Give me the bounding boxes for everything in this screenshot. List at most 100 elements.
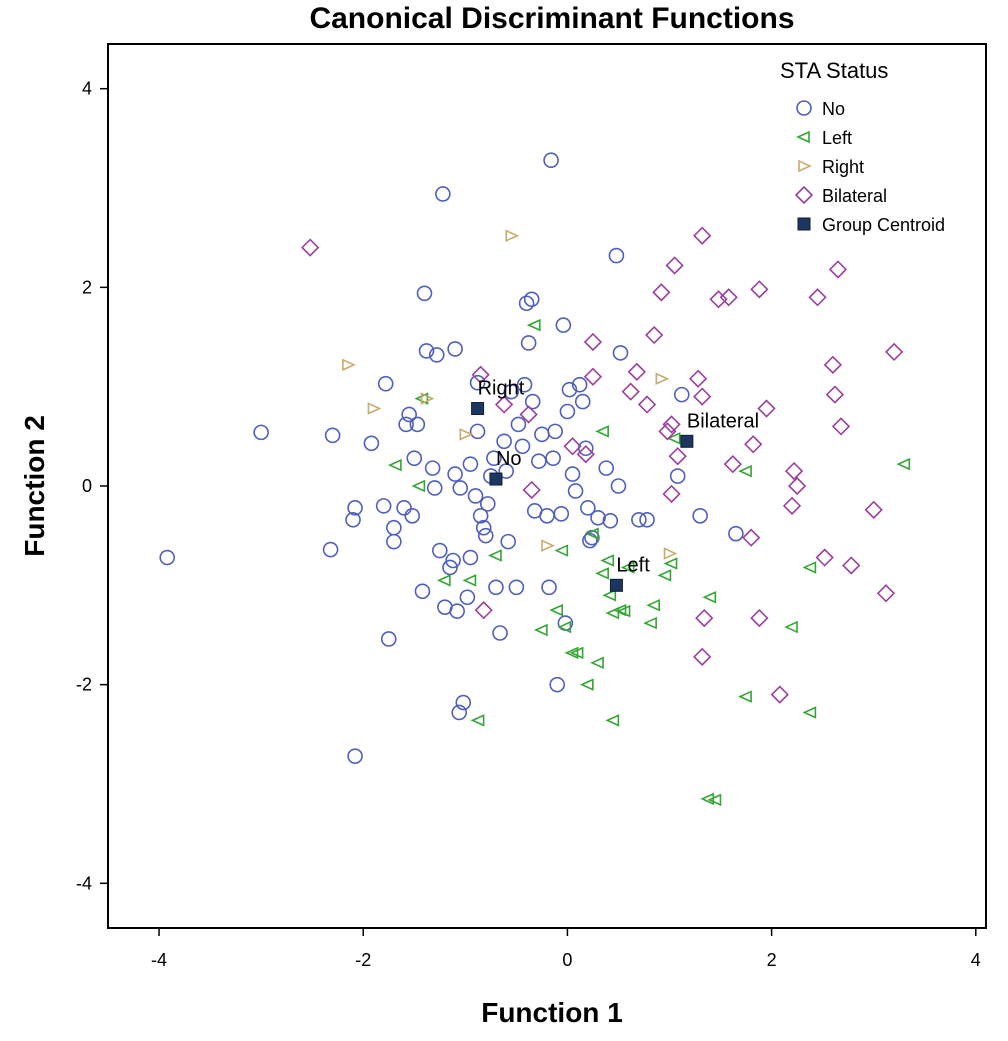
point-no xyxy=(477,527,494,544)
centroid-marker xyxy=(489,472,503,486)
point-bilateral xyxy=(563,437,582,456)
point-left xyxy=(436,574,451,587)
point-bilateral xyxy=(723,455,742,474)
point-no xyxy=(462,549,479,566)
point-no xyxy=(447,341,463,357)
point-bilateral xyxy=(637,395,657,414)
point-bilateral xyxy=(665,256,684,275)
point-no xyxy=(447,466,463,482)
x-tick-label: 4 xyxy=(971,950,981,970)
point-no xyxy=(386,533,402,550)
point-no xyxy=(541,579,557,596)
y-tick-label: -4 xyxy=(76,873,92,893)
point-no xyxy=(253,424,269,441)
point-bilateral xyxy=(471,365,490,384)
plot-frame xyxy=(107,43,987,929)
legend-marker xyxy=(796,100,812,116)
point-no xyxy=(518,295,535,312)
point-bilateral xyxy=(693,226,712,245)
point-left xyxy=(600,554,615,567)
point-left xyxy=(462,574,477,587)
point-no xyxy=(324,427,341,444)
point-left xyxy=(595,425,609,438)
point-bilateral xyxy=(842,556,861,575)
point-no xyxy=(416,285,433,302)
point-bilateral xyxy=(645,325,664,345)
point-no xyxy=(508,579,525,596)
point-bilateral xyxy=(825,385,845,404)
point-no xyxy=(559,403,576,420)
legend-marker xyxy=(794,185,814,205)
point-no xyxy=(555,317,572,333)
point-bilateral xyxy=(876,584,896,603)
point-bilateral xyxy=(522,480,541,500)
point-no xyxy=(673,386,690,403)
point-left xyxy=(590,656,604,670)
point-no xyxy=(561,381,578,398)
point-no xyxy=(639,511,655,528)
point-bilateral xyxy=(742,528,761,547)
point-bilateral xyxy=(823,355,842,374)
point-no xyxy=(451,704,468,721)
point-bilateral xyxy=(815,548,834,567)
point-no xyxy=(498,463,514,479)
y-tick-label: 2 xyxy=(82,277,92,297)
point-no xyxy=(406,450,423,466)
point-right xyxy=(420,392,435,405)
centroid-label: Right xyxy=(478,378,525,400)
point-no xyxy=(669,468,686,484)
point-no xyxy=(545,450,561,466)
point-right xyxy=(459,428,474,441)
point-left xyxy=(387,458,402,472)
point-left xyxy=(707,793,722,807)
point-left xyxy=(643,616,657,630)
point-bilateral xyxy=(688,369,708,388)
legend-label: Left xyxy=(822,128,852,148)
point-bilateral xyxy=(709,290,728,309)
legend: STA Status No Left Right Bilateral Group Cen… xyxy=(780,58,945,235)
point-no xyxy=(418,343,435,359)
point-bilateral xyxy=(695,608,714,628)
point-left xyxy=(646,598,660,612)
point-no xyxy=(582,532,598,549)
point-no xyxy=(549,676,566,693)
point-no xyxy=(396,500,412,516)
point-no xyxy=(503,383,520,400)
point-bilateral xyxy=(662,484,681,504)
point-left xyxy=(470,714,485,727)
point-bilateral xyxy=(652,283,671,302)
point-no xyxy=(496,433,512,450)
point-no xyxy=(424,460,441,476)
legend-label: No xyxy=(822,99,845,119)
point-no xyxy=(322,541,339,558)
point-no xyxy=(567,483,584,499)
point-bilateral xyxy=(750,608,769,628)
point-left xyxy=(411,479,426,493)
point-no xyxy=(728,525,744,542)
centroid-label: No xyxy=(496,448,522,470)
point-bilateral xyxy=(576,445,595,464)
point-no xyxy=(547,423,563,440)
point-left xyxy=(738,690,752,703)
point-no xyxy=(345,511,361,528)
point-bilateral xyxy=(770,685,789,704)
centroid-marker xyxy=(680,434,694,448)
point-no xyxy=(449,603,465,619)
point-bilateral xyxy=(474,601,493,620)
chart-title: Canonical Discriminant Functions xyxy=(309,2,794,35)
point-no xyxy=(455,694,472,711)
point-no xyxy=(347,748,363,764)
point-no xyxy=(479,496,496,512)
point-left xyxy=(557,620,572,634)
point-no xyxy=(523,291,540,308)
point-no xyxy=(510,416,527,433)
point-no xyxy=(469,423,486,440)
point-no xyxy=(488,579,504,596)
legend-marker xyxy=(798,159,812,173)
point-no xyxy=(401,406,417,423)
point-no xyxy=(435,186,451,202)
point-bilateral xyxy=(494,395,514,414)
centroid-label: Left xyxy=(616,554,650,576)
point-bilateral xyxy=(808,288,827,307)
legend-label: Right xyxy=(822,157,864,177)
